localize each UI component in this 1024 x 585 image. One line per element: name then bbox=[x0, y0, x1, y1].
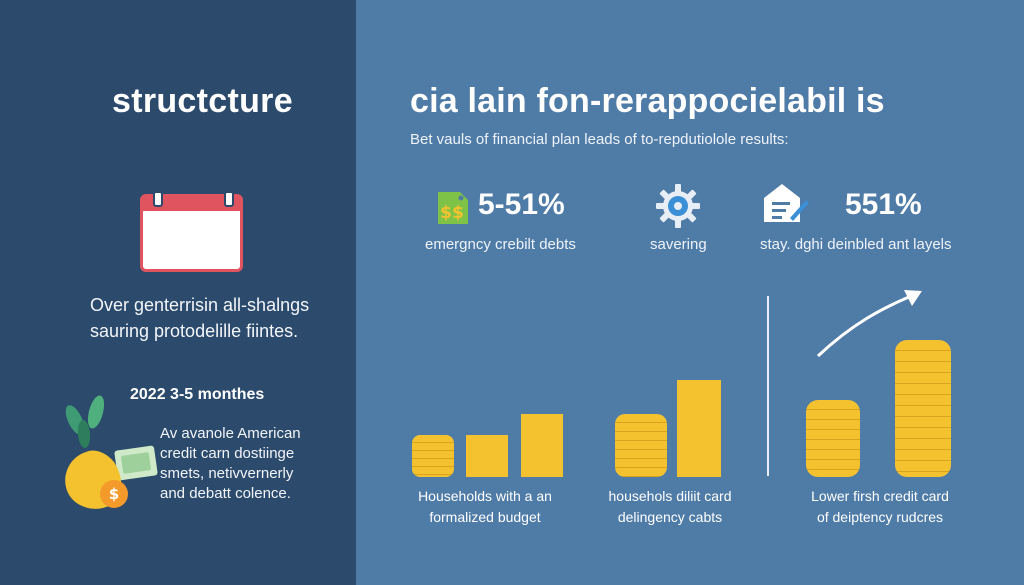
bar-mark bbox=[521, 414, 563, 477]
caption-3: Lower firsh credit card of deiptency rud… bbox=[800, 486, 960, 528]
left-paragraph-2: Av avanole American credit carn dostiing… bbox=[160, 424, 350, 504]
stat-value-3: 551% bbox=[845, 188, 922, 221]
bar-mark bbox=[677, 380, 721, 477]
trend-arrow-icon bbox=[816, 290, 922, 358]
caption-line: delingency cabts bbox=[617, 509, 723, 525]
caption-line: of deiptency rudcres bbox=[816, 509, 944, 525]
coin-stack-mark bbox=[806, 400, 860, 477]
subtitle: Bet vauls of financial plan leads of to-… bbox=[410, 131, 789, 148]
stat-label-3: stay. dghi deinbled ant layels bbox=[760, 236, 952, 253]
left-paragraph-2-line: Av avanole American bbox=[160, 425, 301, 442]
left-title: structcture bbox=[112, 82, 293, 120]
months-label: 2022 3-5 monthes bbox=[130, 386, 265, 403]
caption-1: Households with a an formalized budget bbox=[410, 486, 560, 528]
caption-2: househols diliit card delingency cabts bbox=[600, 486, 740, 528]
caption-line: househols diliit card bbox=[608, 488, 732, 504]
calendar-icon bbox=[140, 191, 243, 272]
left-paragraph: Over genterrisin all-shalngs sauring pro… bbox=[90, 292, 330, 344]
left-paragraph-line: sauring protodelille fiintes. bbox=[90, 321, 299, 341]
coin-stack-mark bbox=[895, 340, 951, 477]
coin-stack-mark bbox=[615, 414, 667, 477]
right-title: cia lain fon-rerappocielabil is bbox=[410, 82, 885, 120]
left-paragraph-2-line: and debatt colence. bbox=[160, 485, 291, 502]
left-paragraph-2-line: credit carn dostiinge bbox=[160, 445, 295, 462]
svg-text:$: $ bbox=[109, 485, 119, 503]
caption-line: Households with a an bbox=[418, 488, 552, 504]
coin-stack-mark bbox=[412, 435, 454, 477]
money-bag-plant-icon: $ bbox=[65, 395, 158, 509]
left-panel: structcture Over genterrisin all-shalngs… bbox=[0, 0, 356, 585]
document-icon bbox=[764, 184, 809, 222]
svg-text:$$: $$ bbox=[440, 203, 464, 223]
left-paragraph-2-line: smets, netivvernerly bbox=[160, 465, 294, 482]
gear-icon bbox=[656, 184, 700, 228]
stat-value-1: 5-51% bbox=[478, 188, 565, 221]
divider bbox=[767, 296, 769, 476]
caption-line: Lower firsh credit card bbox=[811, 488, 949, 504]
left-paragraph-line: Over genterrisin all-shalngs bbox=[90, 295, 310, 315]
money-tag-icon: $$ bbox=[438, 192, 468, 224]
caption-line: formalized budget bbox=[429, 509, 541, 525]
bar-mark bbox=[466, 435, 508, 477]
stat-label-1: emergncy crebilt debts bbox=[425, 236, 576, 253]
stat-label-2: savering bbox=[650, 236, 707, 253]
